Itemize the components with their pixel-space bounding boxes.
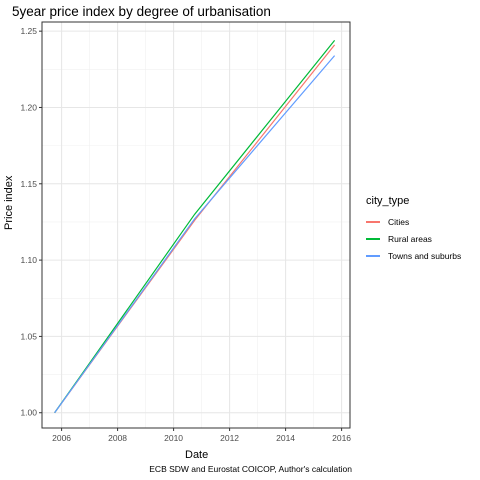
legend-key-rural-areas <box>366 237 380 240</box>
legend-label-cities: Cities <box>388 216 410 227</box>
legend: city_type Cities Rural areas Towns and s… <box>366 195 461 264</box>
y-tick-label: 1.00 <box>20 408 37 418</box>
x-tick-label: 2010 <box>164 433 183 443</box>
y-tick-label: 1.25 <box>20 26 37 36</box>
x-tick-label: 2012 <box>220 433 239 443</box>
legend-label-towns-and-suburbs: Towns and suburbs <box>388 250 462 261</box>
legend-label-rural-areas: Rural areas <box>388 233 432 244</box>
legend-item-rural-areas: Rural areas <box>366 230 461 247</box>
y-tick-label: 1.05 <box>20 331 37 341</box>
series-line-cities <box>54 44 336 414</box>
y-tick-label: 1.20 <box>20 102 37 112</box>
y-tick-label: 1.10 <box>20 255 37 265</box>
x-tick-label: 2016 <box>332 433 351 443</box>
legend-key-towns-and-suburbs <box>366 254 380 257</box>
legend-key-cities <box>366 220 380 223</box>
x-tick-label: 2006 <box>52 433 71 443</box>
y-axis-label: Price index <box>3 175 15 230</box>
series-line-rural-areas <box>54 39 336 414</box>
y-tick-label: 1.15 <box>20 179 37 189</box>
legend-item-cities: Cities <box>366 213 461 230</box>
chart-title: 5year price index by degree of urbanisat… <box>12 4 271 19</box>
series-line-towns-and-suburbs <box>54 55 336 414</box>
x-tick-label: 2014 <box>276 433 295 443</box>
x-tick-label: 2008 <box>108 433 127 443</box>
legend-item-towns-and-suburbs: Towns and suburbs <box>366 247 461 264</box>
panel-border <box>41 21 351 429</box>
x-axis-label: Date <box>185 449 209 461</box>
chart-caption: ECB SDW and Eurostat COICOP, Author's ca… <box>149 464 352 474</box>
legend-title: city_type <box>366 195 410 207</box>
